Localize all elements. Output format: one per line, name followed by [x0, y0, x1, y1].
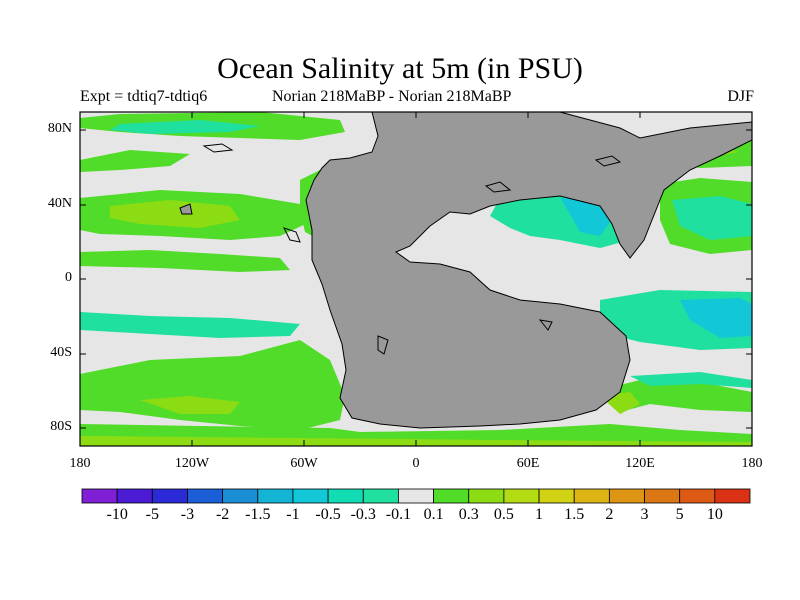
lat-label-40n: 40N	[47, 196, 72, 211]
colorbar-label: -0.3	[350, 506, 376, 523]
colorbar-swatch	[222, 488, 259, 504]
colorbar-swatch	[608, 488, 645, 504]
colorbar-label: -2	[215, 506, 230, 523]
lon-label-0: 0	[412, 456, 420, 471]
lon-label-120w: 120W	[174, 456, 210, 471]
colorbar-swatch	[362, 488, 399, 504]
colorbar-label: 2	[605, 506, 614, 523]
season-label: DJF	[727, 88, 754, 105]
experiment-label: Expt = tdtiq7-tdtiq6	[80, 88, 208, 105]
colorbar-label: -0.1	[385, 506, 412, 523]
colorbar-swatch	[398, 488, 434, 504]
colorbar-swatch	[116, 488, 153, 504]
lat-label-40s: 40S	[50, 345, 72, 360]
period-label: Norian 218MaBP - Norian 218MaBP	[272, 88, 512, 105]
colorbar-swatch	[538, 488, 575, 504]
colorbar-swatch	[573, 488, 610, 504]
land-mass	[305, 112, 752, 429]
lon-label-180e: 180	[741, 456, 763, 471]
lat-label-80n: 80N	[47, 121, 72, 136]
colorbar-label: -1.5	[245, 506, 271, 523]
colorbar-swatch	[714, 488, 751, 504]
colorbar-label: -3	[180, 506, 195, 523]
colorbar-swatch	[468, 488, 505, 504]
colorbar-label: -10	[106, 506, 128, 523]
colorbar-label: 1	[535, 506, 544, 523]
lon-label-60w: 60W	[290, 456, 318, 471]
colorbar-label: -0.5	[315, 506, 341, 523]
colorbar-swatch	[187, 488, 224, 504]
colorbar-swatch	[257, 488, 294, 504]
colorbar-label: 0.1	[423, 506, 444, 523]
lat-label-0: 0	[65, 270, 72, 285]
colorbar-swatch	[503, 488, 540, 504]
colorbar-label: 0.3	[458, 506, 479, 523]
lat-label-80s: 80S	[50, 419, 72, 434]
colorbar-label: -5	[145, 506, 159, 523]
lon-label-60e: 60E	[516, 456, 540, 471]
colorbar-swatch	[151, 488, 188, 504]
colorbar-label: -1	[286, 506, 300, 523]
colorbar-swatch	[292, 488, 329, 504]
lon-label-180w: 180	[69, 456, 91, 471]
colorbar-label: 10	[706, 506, 723, 523]
colorbar-swatch	[327, 488, 364, 504]
map-title: Ocean Salinity at 5m (in PSU)	[217, 52, 583, 85]
colorbar-swatch	[644, 488, 681, 504]
axis-ticks	[80, 112, 752, 446]
colorbar-swatch	[433, 488, 470, 504]
colorbar-swatch	[81, 488, 118, 504]
colorbar-label: 1.5	[564, 506, 585, 523]
lon-label-120e: 120E	[625, 456, 655, 471]
colorbar-label: 5	[675, 506, 684, 523]
colorbar-label: 3	[640, 506, 649, 523]
colorbar-label: 0.5	[493, 506, 514, 523]
salinity-field	[80, 112, 752, 446]
colorbar-swatch	[679, 488, 716, 504]
coastline-islands	[179, 143, 622, 355]
